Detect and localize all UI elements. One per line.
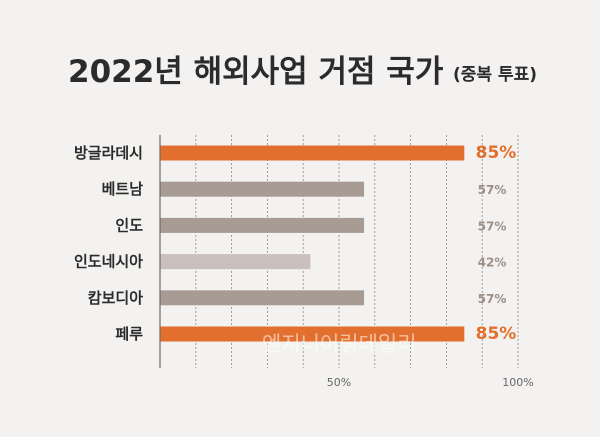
category-label-3: 인도네시아: [74, 253, 143, 271]
bar-2: [160, 217, 365, 233]
bar-5: [160, 326, 465, 342]
bar-1: [160, 181, 365, 197]
x-tick-labels: 50% 100%: [327, 376, 534, 389]
value-label-3: 42%: [478, 256, 507, 270]
x-tick-label-50: 50%: [327, 376, 351, 389]
category-label-0: 방글라데시: [74, 144, 143, 162]
chart-title: 2022년 해외사업 거점 국가: [68, 54, 444, 90]
chart-subtitle: (중복 투표): [453, 65, 537, 85]
value-label-5: 85%: [476, 324, 517, 344]
category-label-1: 베트남: [102, 180, 144, 198]
bar-0: [160, 145, 465, 161]
category-label-4: 캄보디아: [88, 289, 143, 307]
value-labels: 85% 57% 57% 42% 57% 85%: [476, 143, 517, 344]
value-label-0: 85%: [476, 143, 517, 163]
category-label-2: 인도: [115, 216, 143, 234]
bars: [160, 145, 465, 342]
bar-4: [160, 290, 365, 306]
category-label-5: 페루: [115, 325, 143, 343]
bar-3: [160, 254, 311, 270]
grid-lines: [195, 135, 519, 368]
x-tick-label-100: 100%: [502, 376, 533, 389]
value-label-4: 57%: [478, 292, 507, 306]
value-label-1: 57%: [478, 183, 507, 197]
watermark: 엔지니어링데일리: [262, 332, 417, 356]
value-label-2: 57%: [478, 219, 507, 233]
